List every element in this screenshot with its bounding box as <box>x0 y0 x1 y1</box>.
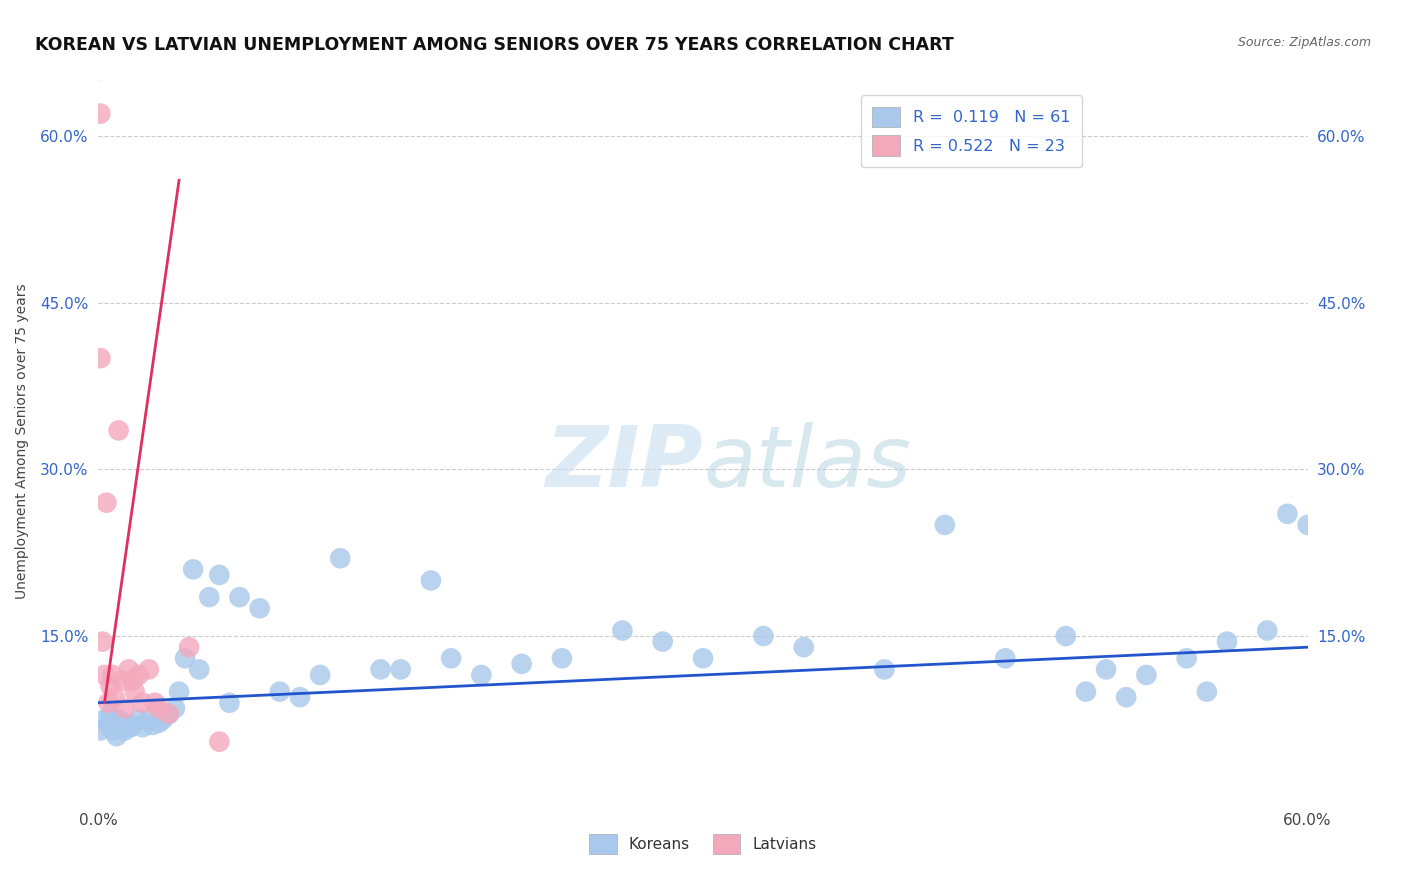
Point <box>148 715 170 730</box>
Point <box>218 696 240 710</box>
Point <box>1195 684 1218 698</box>
Point <box>107 713 129 727</box>
Point <box>612 624 634 638</box>
Point <box>551 651 574 665</box>
Point <box>329 551 352 566</box>
Point <box>128 713 150 727</box>
Point <box>152 713 174 727</box>
Point <box>114 723 136 738</box>
Point <box>103 690 125 705</box>
Point <box>167 684 190 698</box>
Point <box>994 651 1017 665</box>
Point <box>309 668 332 682</box>
Point <box>389 662 412 676</box>
Point <box>208 568 231 582</box>
Point <box>124 684 146 698</box>
Point <box>181 562 204 576</box>
Point <box>1135 668 1157 682</box>
Point <box>105 729 128 743</box>
Point <box>1175 651 1198 665</box>
Point <box>228 590 250 604</box>
Point <box>934 517 956 532</box>
Point <box>249 601 271 615</box>
Point <box>132 696 155 710</box>
Point <box>118 718 141 732</box>
Point <box>138 713 160 727</box>
Point <box>269 684 291 698</box>
Point <box>142 718 165 732</box>
Text: Source: ZipAtlas.com: Source: ZipAtlas.com <box>1237 36 1371 49</box>
Point <box>148 701 170 715</box>
Point <box>89 351 111 366</box>
Point <box>93 668 115 682</box>
Point <box>793 640 815 655</box>
Point <box>100 679 122 693</box>
Text: ZIP: ZIP <box>546 422 703 505</box>
Point <box>128 668 150 682</box>
Point <box>121 673 143 688</box>
Text: KOREAN VS LATVIAN UNEMPLOYMENT AMONG SENIORS OVER 75 YEARS CORRELATION CHART: KOREAN VS LATVIAN UNEMPLOYMENT AMONG SEN… <box>35 36 953 54</box>
Point <box>143 696 166 710</box>
Point <box>114 701 136 715</box>
Point <box>138 662 160 676</box>
Point <box>188 662 211 676</box>
Point <box>157 706 180 721</box>
Point <box>470 668 492 682</box>
Point <box>1074 684 1097 698</box>
Point <box>103 718 125 732</box>
Point <box>1277 507 1299 521</box>
Point <box>179 640 201 655</box>
Point <box>118 662 141 676</box>
Point <box>510 657 533 671</box>
Point <box>111 715 134 730</box>
Point <box>198 590 221 604</box>
Point <box>120 720 142 734</box>
Text: atlas: atlas <box>703 422 911 505</box>
Point <box>89 106 111 120</box>
Point <box>110 720 132 734</box>
Point <box>96 496 118 510</box>
Point <box>651 634 673 648</box>
Point <box>163 701 186 715</box>
Point <box>100 706 122 721</box>
Point <box>288 690 311 705</box>
Point <box>93 713 115 727</box>
Point <box>101 668 124 682</box>
Point <box>1216 634 1239 648</box>
Point <box>111 673 134 688</box>
Point <box>208 734 231 748</box>
Point <box>101 723 124 738</box>
Point <box>370 662 392 676</box>
Point <box>132 720 155 734</box>
Point <box>97 696 120 710</box>
Y-axis label: Unemployment Among Seniors over 75 years: Unemployment Among Seniors over 75 years <box>15 284 30 599</box>
Point <box>107 424 129 438</box>
Point <box>1115 690 1137 705</box>
Point <box>174 651 197 665</box>
Point <box>420 574 443 588</box>
Point <box>752 629 775 643</box>
Point <box>121 718 143 732</box>
Point <box>1296 517 1319 532</box>
Legend: Koreans, Latvians: Koreans, Latvians <box>583 829 823 860</box>
Point <box>873 662 896 676</box>
Point <box>97 718 120 732</box>
Point <box>89 723 111 738</box>
Point <box>1054 629 1077 643</box>
Point <box>692 651 714 665</box>
Point <box>157 706 180 721</box>
Point <box>440 651 463 665</box>
Point <box>1256 624 1278 638</box>
Point <box>91 634 114 648</box>
Point <box>1095 662 1118 676</box>
